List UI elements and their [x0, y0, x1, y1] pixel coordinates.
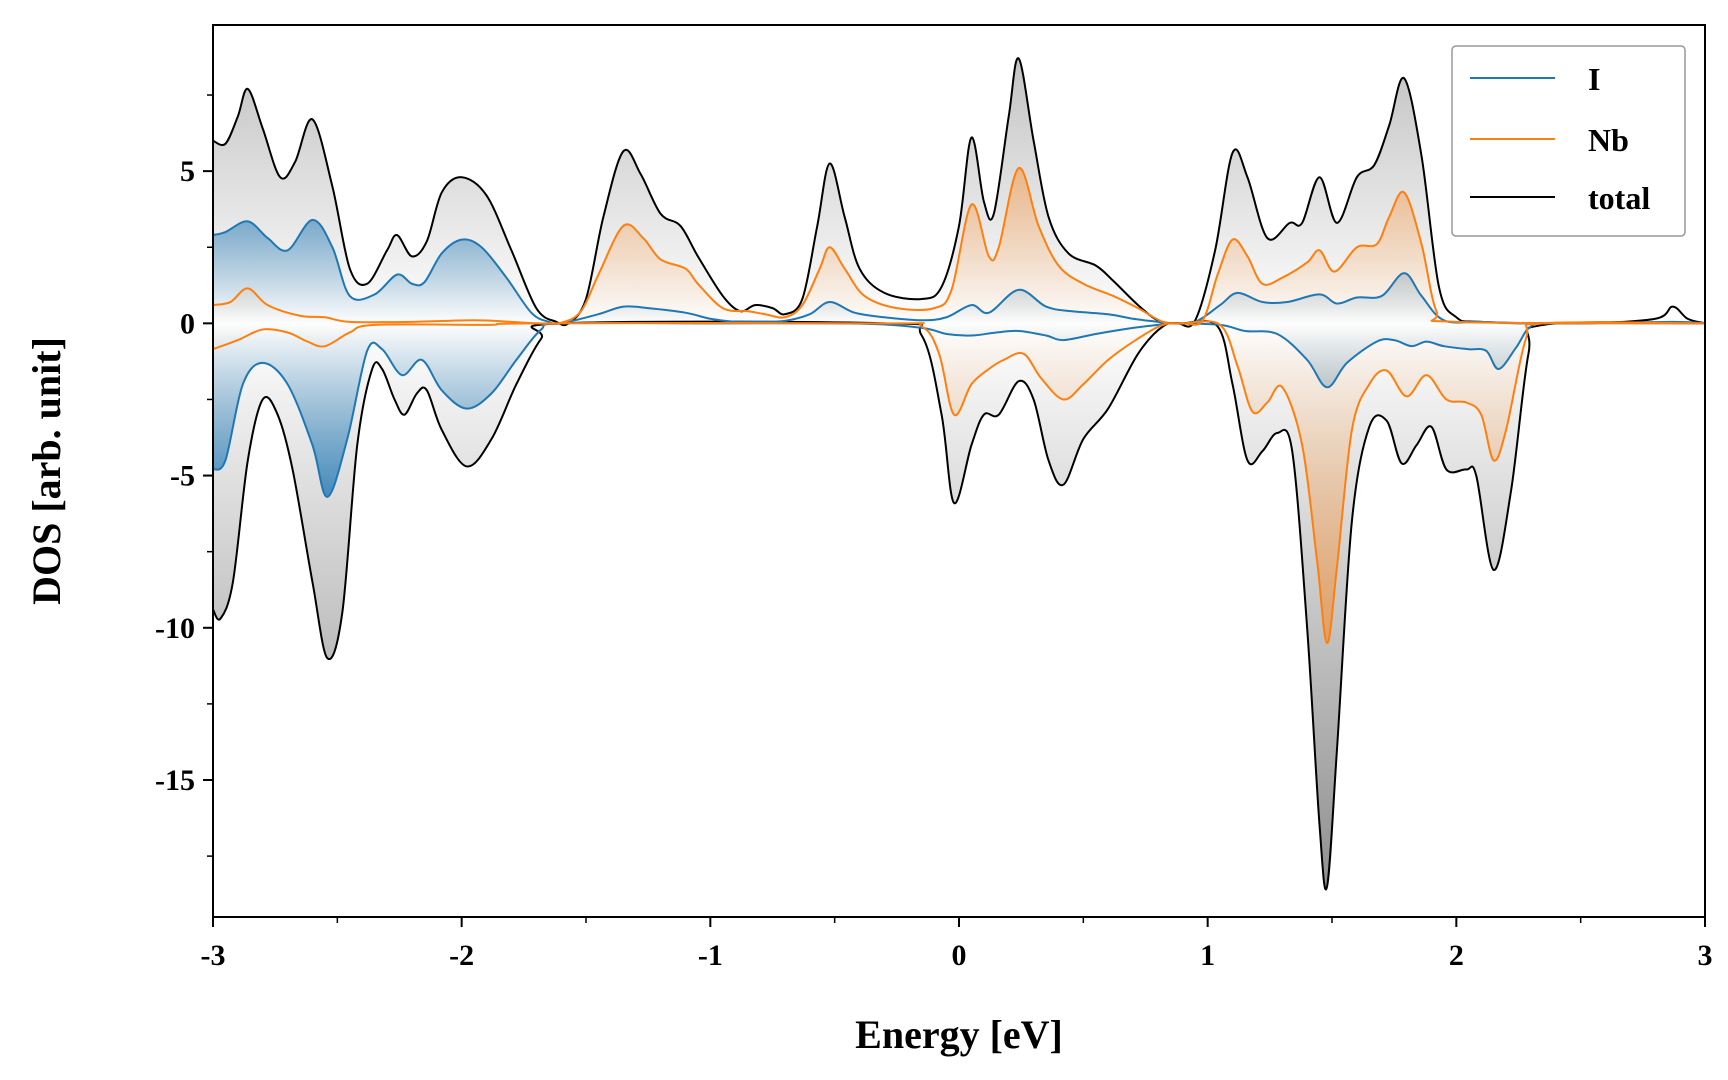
- x-tick-label: -1: [698, 939, 723, 972]
- x-tick-label: 2: [1449, 939, 1464, 972]
- fill-total-up: [213, 58, 1705, 327]
- fill-Nb-down: [213, 321, 1705, 644]
- legend-box: [1451, 45, 1686, 237]
- x-axis-title: Energy [eV]: [855, 1012, 1063, 1057]
- y-tick-label: -15: [155, 764, 195, 797]
- series-line-total-down: [213, 319, 1705, 891]
- fill-Nb-up: [213, 167, 1705, 325]
- legend-label-total: total: [1588, 180, 1650, 216]
- x-axis: -3 -2 -1 0 1 2 3: [201, 917, 1713, 972]
- y-tick-label: 0: [180, 307, 195, 340]
- y-tick-label: -5: [170, 460, 195, 493]
- legend-label-Nb: Nb: [1588, 122, 1629, 158]
- y-axis: -15 -10 -5 0 5: [155, 94, 213, 857]
- series-line-Nb-down: [213, 320, 1705, 645]
- x-tick-label: 3: [1698, 939, 1713, 972]
- series-line-I-up: [213, 218, 1705, 325]
- fill-layer: [213, 58, 1705, 890]
- series-line-I-down: [213, 321, 1705, 498]
- series-line-total-up: [213, 57, 1705, 328]
- x-tick-label: -2: [449, 939, 474, 972]
- y-axis-title: DOS [arb. unit]: [24, 337, 69, 605]
- legend: I Nb total: [1451, 45, 1686, 237]
- legend-label-I: I: [1588, 61, 1600, 97]
- fill-I-up: [213, 219, 1705, 324]
- x-tick-label: -3: [201, 939, 226, 972]
- x-tick-label: 1: [1200, 939, 1215, 972]
- x-tick-label: 0: [952, 939, 967, 972]
- y-tick-label: 5: [180, 155, 195, 188]
- y-tick-label: -10: [155, 612, 195, 645]
- series-lines-layer: [213, 57, 1705, 891]
